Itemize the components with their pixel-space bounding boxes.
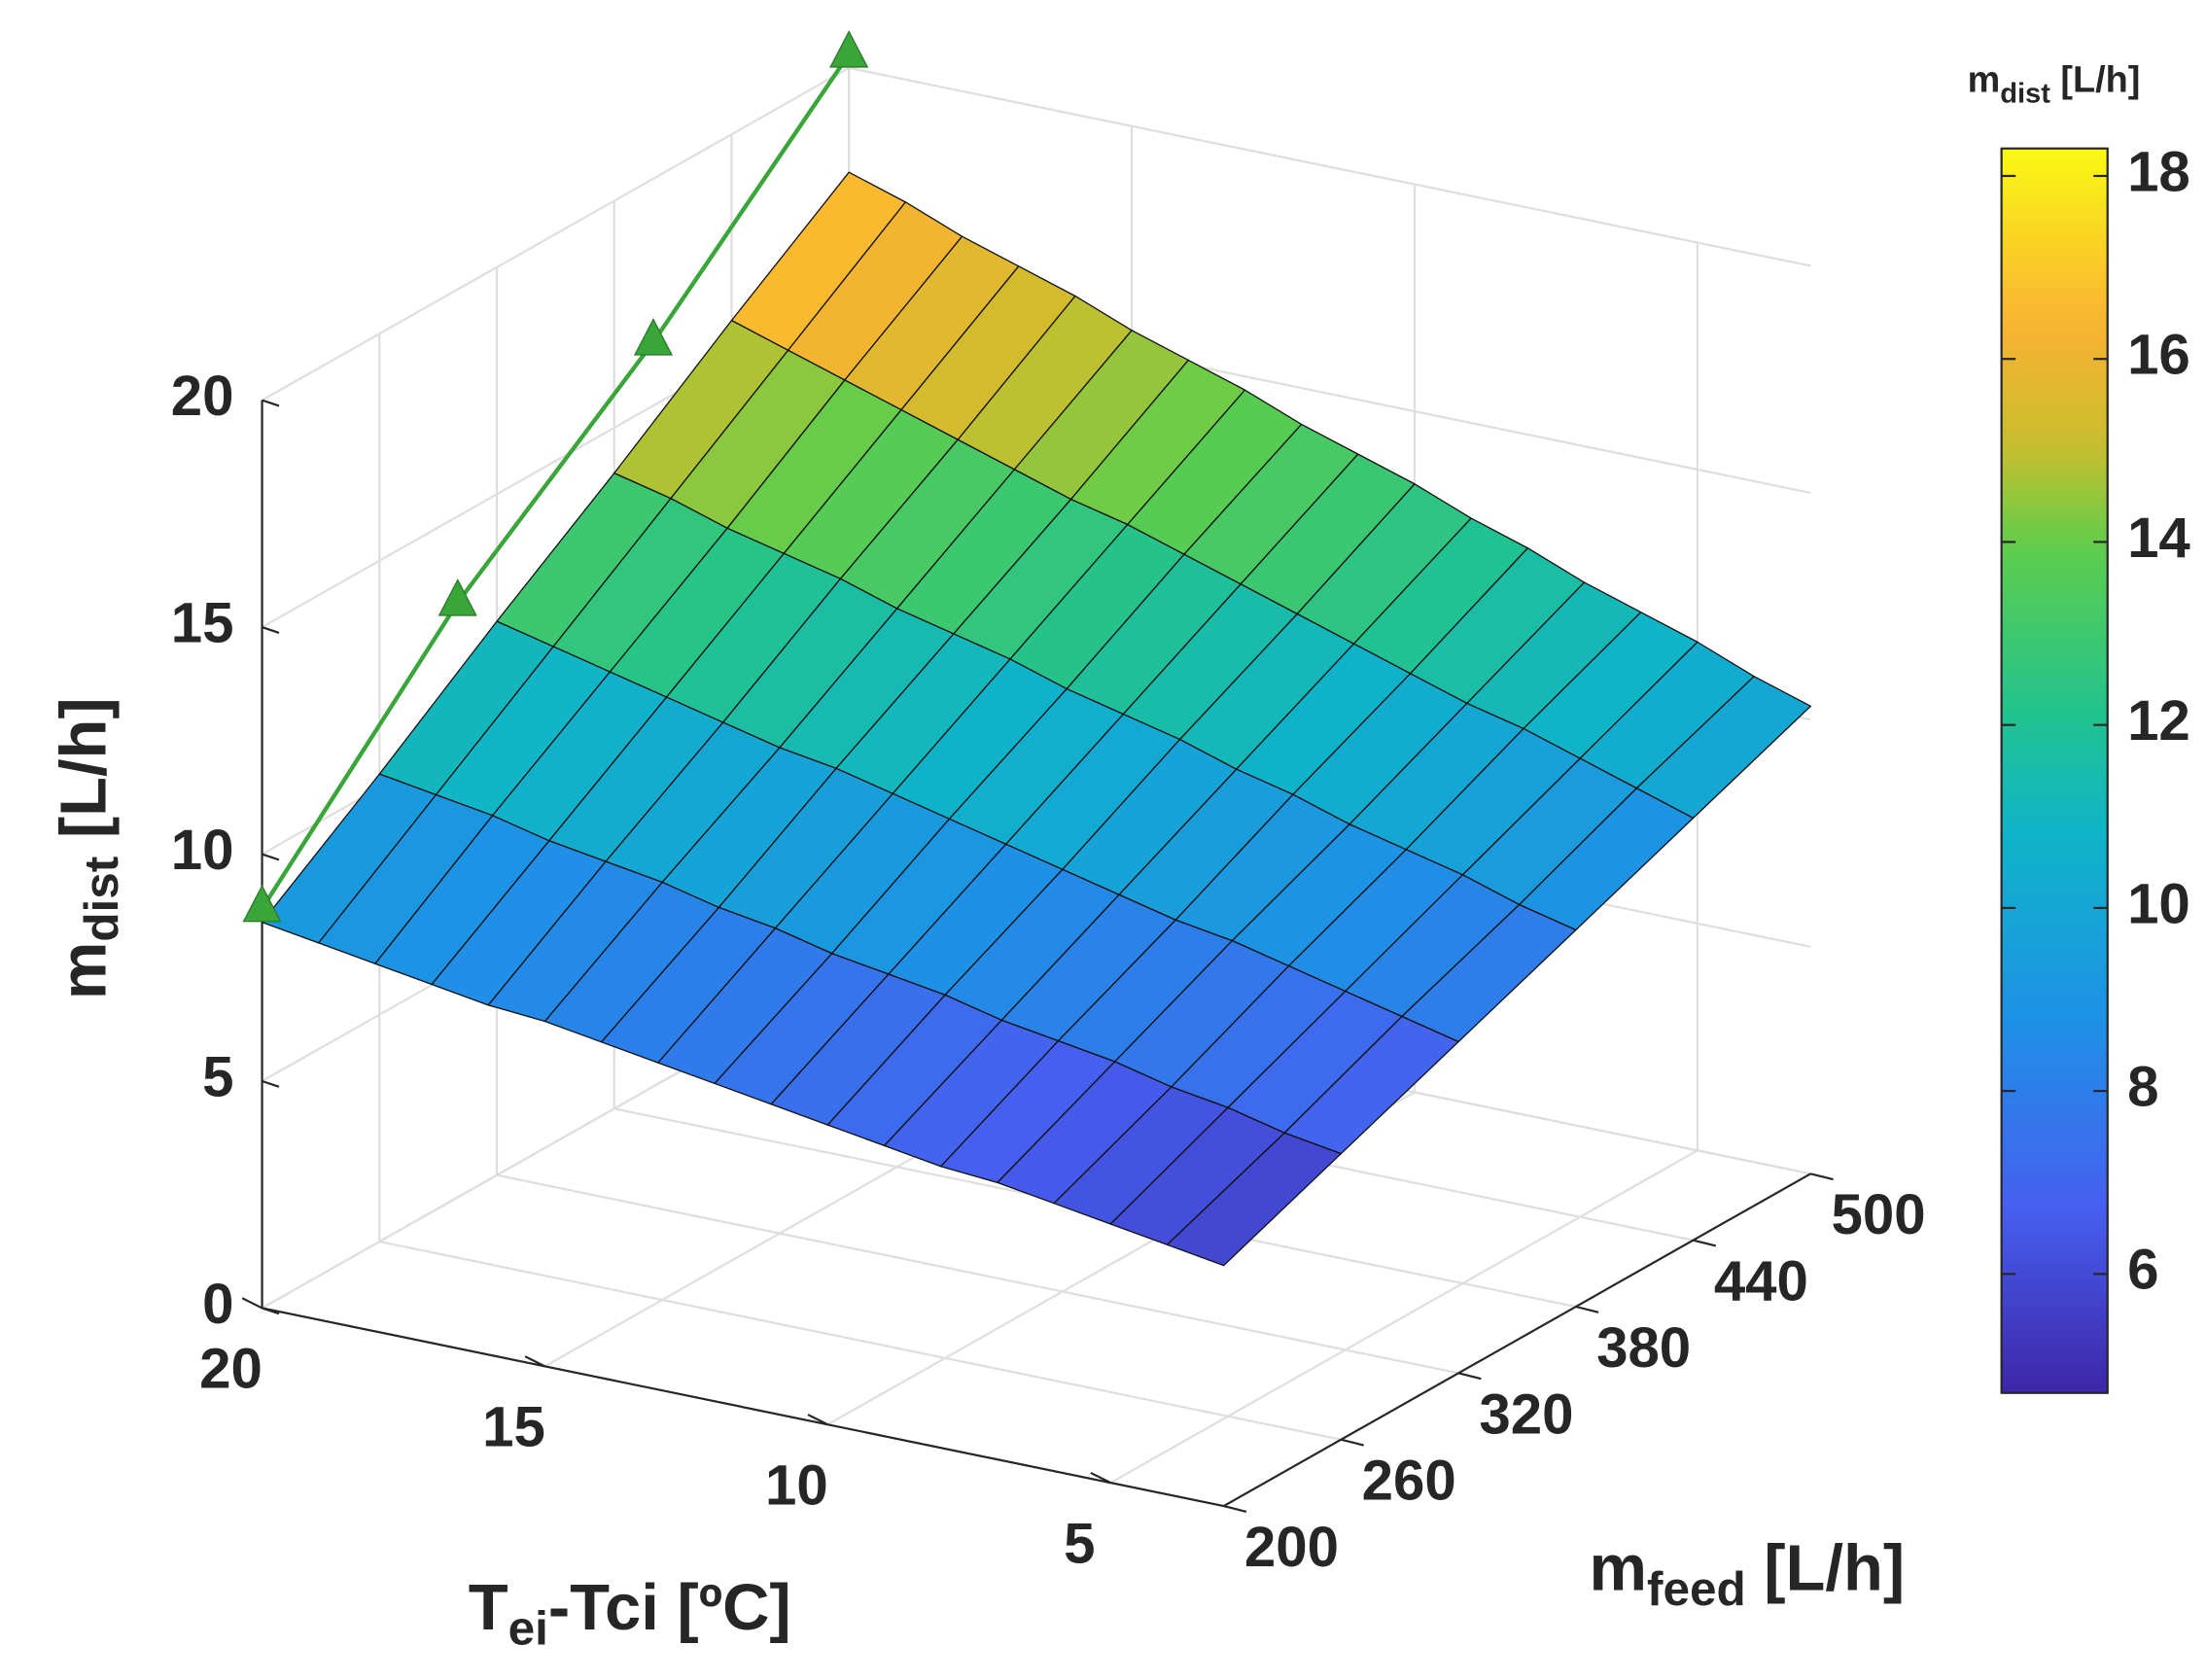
surface-cell: [1166, 1132, 1343, 1267]
grid-line: [379, 1241, 1342, 1441]
z-tick-label: 0: [202, 1273, 233, 1336]
z-tick-label: 20: [171, 365, 234, 428]
z-tick-label: 15: [171, 591, 234, 654]
label-part: [L/h]: [2050, 59, 2140, 100]
colorbar-tick-label: 10: [2127, 872, 2190, 935]
y-tick-label: 500: [1832, 1183, 1926, 1246]
grid-line: [848, 66, 1811, 267]
marker: [829, 29, 869, 68]
x-tick-label: 15: [482, 1396, 545, 1459]
x-tick-label: 5: [1064, 1512, 1095, 1575]
tick-mark: [1223, 1505, 1247, 1513]
x-axis-label: Tei-Tci [ºC]: [469, 1571, 791, 1656]
y-tick-label: 440: [1714, 1250, 1808, 1313]
x-tick-label: 10: [765, 1454, 828, 1518]
colorbar-tick-label: 8: [2127, 1056, 2158, 1119]
z-axis-label: mdist [L/h]: [47, 697, 128, 999]
marker: [242, 884, 282, 923]
tick-mark: [807, 1414, 828, 1426]
label-part: m: [1968, 59, 2001, 100]
tick-mark: [1575, 1305, 1599, 1313]
label-sub: dist: [75, 857, 128, 942]
label-sub: feed: [1647, 1562, 1746, 1616]
label-part: m: [1590, 1531, 1647, 1604]
y-tick-label: 320: [1479, 1382, 1573, 1446]
label-part: -Tci [ºC]: [548, 1571, 791, 1644]
y-axis-line: [1223, 1172, 1811, 1508]
label-part: m: [47, 942, 120, 999]
marker: [438, 578, 477, 616]
y-tick-label: 260: [1362, 1450, 1456, 1513]
y-tick-label: 200: [1244, 1516, 1339, 1579]
colorbar-tick-label: 18: [2127, 140, 2190, 203]
line: [260, 52, 851, 910]
colorbar-tick-label: 16: [2127, 324, 2190, 387]
tick-mark: [262, 1079, 280, 1088]
y-axis-label: mfeed [L/h]: [1590, 1531, 1906, 1616]
grid-line: [1109, 1149, 1699, 1485]
grid-line: [262, 66, 850, 402]
label-part: T: [469, 1571, 508, 1644]
colorbar-tick-label: 6: [2127, 1239, 2158, 1302]
tick-mark: [1693, 1239, 1717, 1247]
y-tick-label: 380: [1596, 1316, 1691, 1380]
marker: [633, 317, 674, 356]
x-tick-label: 20: [199, 1338, 263, 1401]
colorbar-gradient: [2000, 147, 2109, 1394]
tick-mark: [262, 853, 280, 861]
label-sub: ei: [508, 1602, 548, 1656]
tick-mark: [262, 399, 280, 407]
tick-mark: [262, 626, 280, 634]
tick-mark: [262, 1307, 280, 1315]
tick-mark: [1090, 1471, 1111, 1485]
x-axis-line: [262, 1307, 1224, 1508]
tick-mark: [1810, 1172, 1834, 1181]
label-part: [L/h]: [1746, 1531, 1905, 1604]
tick-mark: [524, 1355, 545, 1368]
colorbar-tick-label: 12: [2127, 689, 2190, 752]
colorbar: 6 8 10 12 14 16 18: [2000, 140, 2190, 1394]
grid-line: [496, 1173, 1459, 1375]
label-part: [L/h]: [47, 697, 120, 856]
colorbar-tick-label: 14: [2127, 507, 2190, 570]
label-sub: dist: [2000, 78, 2050, 109]
z-tick-label: 5: [202, 1045, 233, 1108]
tick-mark: [1341, 1438, 1364, 1447]
tick-mark: [1457, 1372, 1482, 1381]
colorbar-label: mdist [L/h]: [1968, 59, 2141, 109]
z-tick-label: 10: [171, 819, 234, 882]
surface: [261, 171, 1811, 1267]
overlay: [242, 29, 869, 923]
tick-mark: [241, 1297, 263, 1310]
